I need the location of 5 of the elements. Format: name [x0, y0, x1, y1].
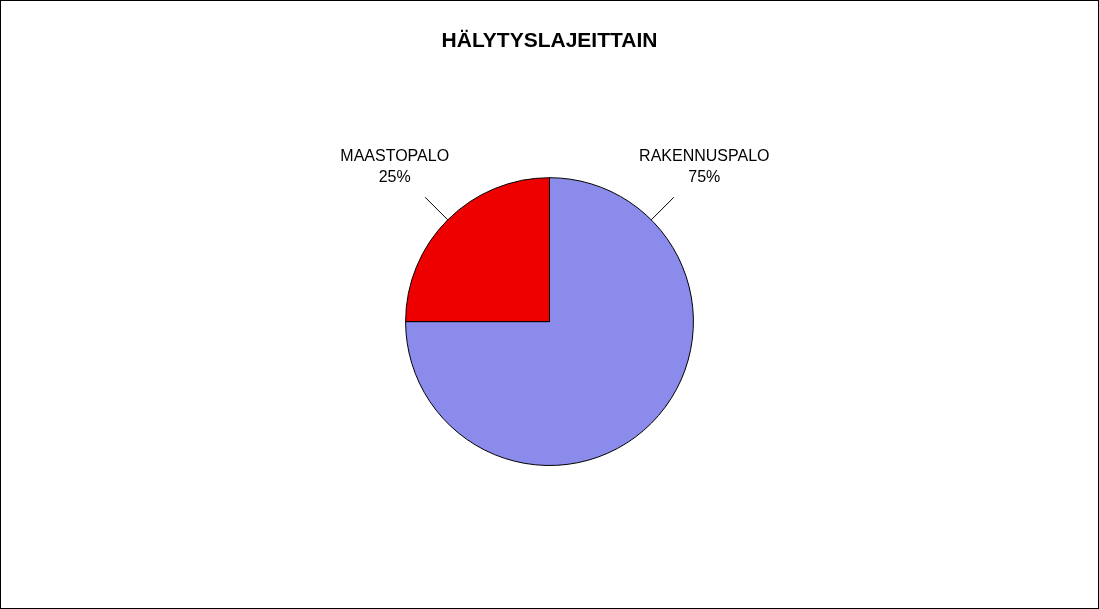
slice-label: MAASTOPALO	[340, 147, 450, 165]
data-label: 75%	[688, 168, 721, 186]
data-label: 25%	[378, 168, 411, 186]
slice-label: RAKENNUSPALO	[639, 147, 770, 165]
chart-title: HÄLYTYSLAJEITTAIN	[441, 28, 658, 52]
